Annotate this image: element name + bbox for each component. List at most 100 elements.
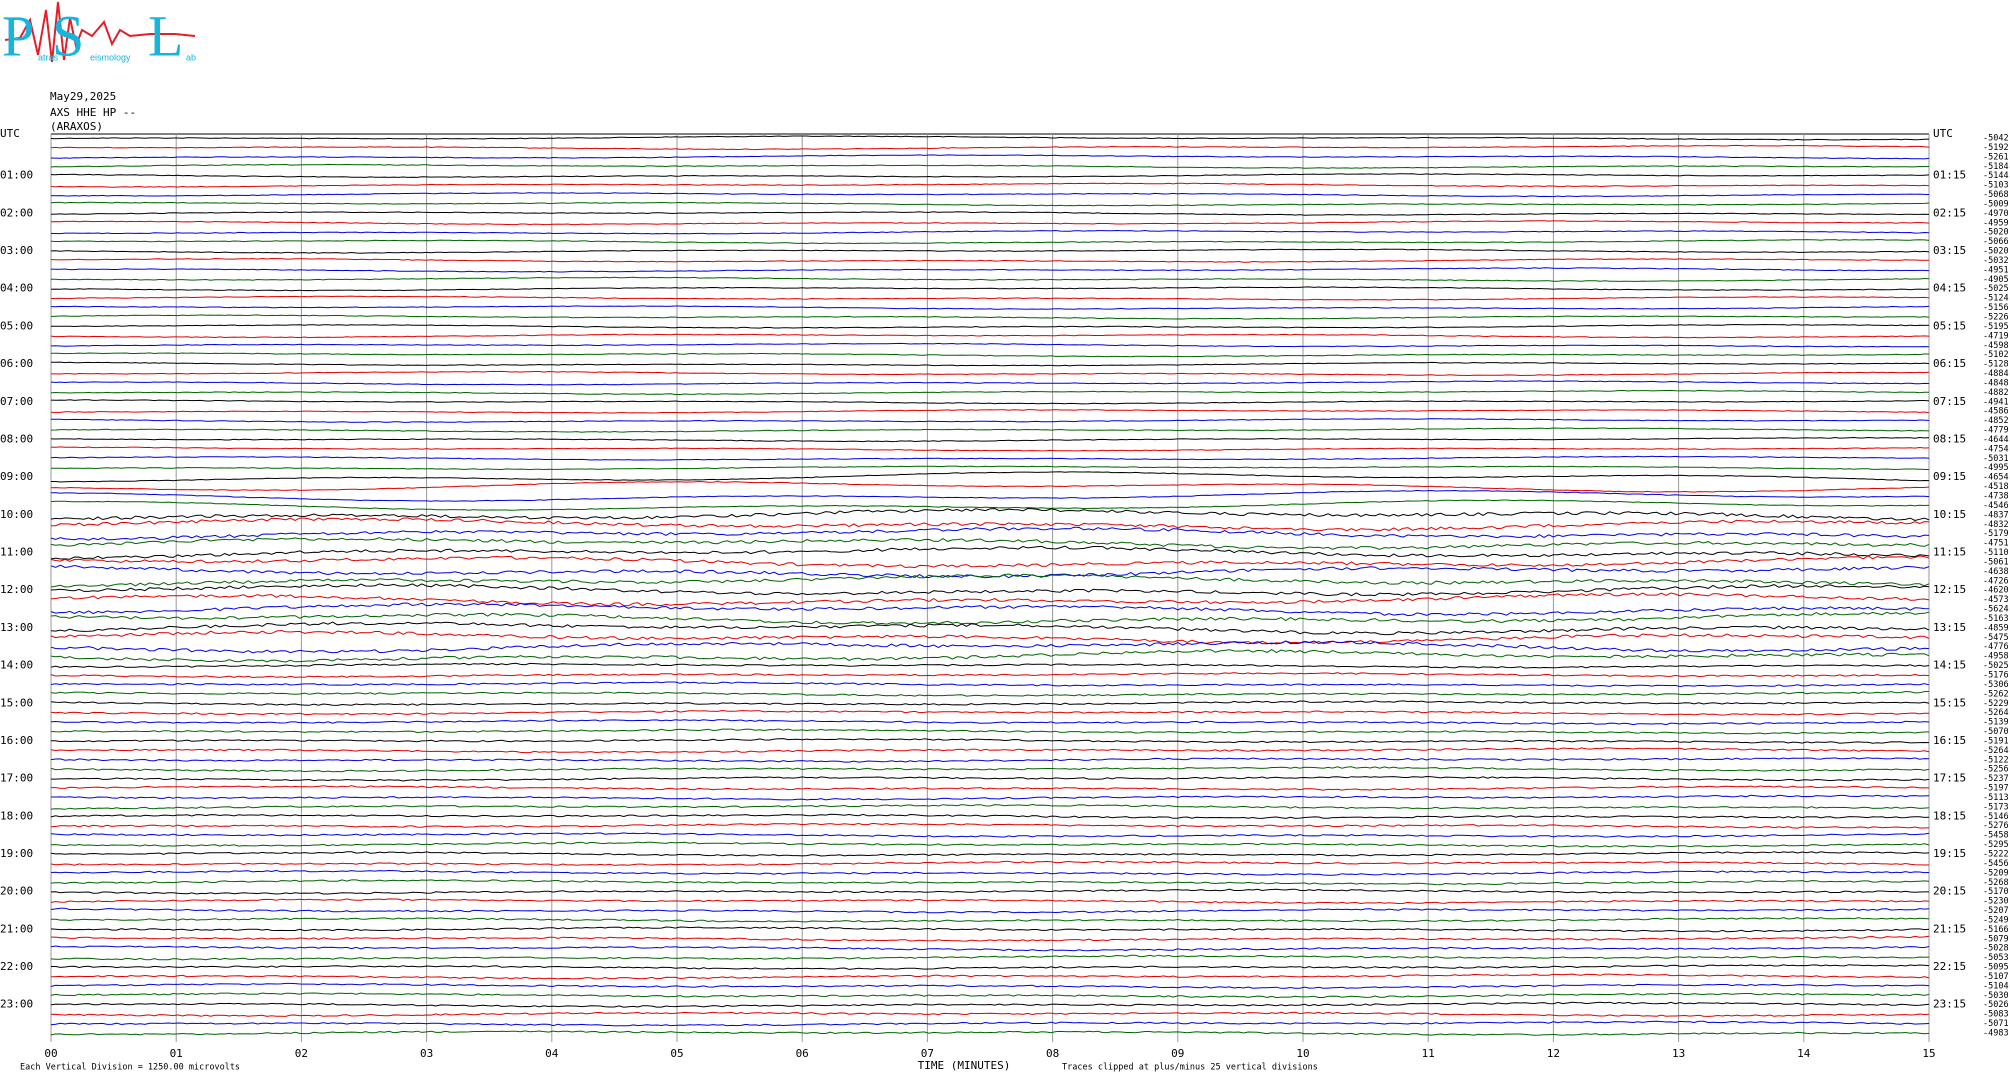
- trace: [50, 295, 1930, 301]
- right-time-label: 11:15: [1933, 546, 1966, 559]
- left-time-label: 17:00: [0, 772, 33, 785]
- trace-offset: -5030: [1983, 991, 2009, 1001]
- trace: [50, 662, 1930, 669]
- left-time-label: 19:00: [0, 847, 33, 860]
- trace-offset: -4852: [1983, 416, 2009, 426]
- trace-offset: -5207: [1983, 906, 2009, 916]
- trace-offset: -5264: [1983, 746, 2009, 756]
- left-time-label: 23:00: [0, 998, 33, 1011]
- trace: [50, 640, 1930, 654]
- left-time-label: 09:00: [0, 470, 33, 483]
- trace: [50, 201, 1930, 207]
- trace-offset: -5146: [1983, 812, 2009, 822]
- trace-offset: -5222: [1983, 850, 2009, 860]
- trace: [50, 1001, 1930, 1008]
- trace-offset: -4995: [1983, 463, 2009, 473]
- trace: [50, 314, 1930, 320]
- trace: [50, 537, 1930, 550]
- right-time-label: 04:15: [1933, 282, 1966, 295]
- date: May29,2025: [50, 90, 116, 103]
- trace-offset: -4905: [1983, 275, 2009, 285]
- trace-offset: -5026: [1983, 1000, 2009, 1010]
- right-time-label: 15:15: [1933, 696, 1966, 709]
- trace-offset: -5458: [1983, 831, 2009, 841]
- trace: [50, 851, 1930, 857]
- trace: [50, 954, 1930, 961]
- trace-offset: -5032: [1983, 256, 2009, 266]
- trace-offset: -4779: [1983, 426, 2009, 436]
- x-tick-label: 03: [420, 1047, 433, 1060]
- trace: [51, 935, 1930, 942]
- trace-offset: -4644: [1983, 435, 2009, 445]
- left-time-label: 12:00: [0, 583, 33, 596]
- trace: [50, 629, 1930, 645]
- trace: [50, 1030, 1930, 1036]
- left-time-label: 16:00: [0, 734, 33, 747]
- x-tick-label: 11: [1422, 1047, 1435, 1060]
- trace: [50, 499, 1930, 511]
- trace-offset: -5173: [1983, 802, 2009, 812]
- trace-offset: -5025: [1983, 661, 2009, 671]
- trace-offset: -4546: [1983, 501, 2009, 511]
- trace-offset: -5261: [1983, 152, 2009, 162]
- trace-offset: -4970: [1983, 209, 2009, 219]
- logo-squiggle: [4, 1, 196, 63]
- trace-offset: -5192: [1983, 143, 2009, 153]
- trace-offset: -5122: [1983, 755, 2009, 765]
- right-time-label: 01:15: [1933, 169, 1966, 182]
- trace: [50, 700, 1930, 706]
- trace: [50, 649, 1930, 663]
- right-time-label: 09:15: [1933, 470, 1966, 483]
- trace-offset: -5020: [1983, 247, 2009, 257]
- trace: [50, 555, 1930, 569]
- left-time-label: 15:00: [0, 696, 33, 709]
- trace-offset: -4719: [1983, 331, 2009, 341]
- x-tick-label: 08: [1046, 1047, 1059, 1060]
- trace: [51, 370, 1930, 377]
- trace-offset: -4958: [1983, 652, 2009, 662]
- trace: [50, 489, 1930, 502]
- trace-offset: -4951: [1983, 265, 2009, 275]
- trace: [50, 135, 1930, 141]
- trace: [50, 869, 1930, 876]
- trace-offset: -5104: [1983, 981, 2009, 991]
- trace-offset: -5456: [1983, 859, 2009, 869]
- trace-offset: -5107: [1983, 972, 2009, 982]
- trace-offset: -4859: [1983, 623, 2009, 633]
- location: (ARAXOS): [50, 120, 103, 133]
- right-time-label: 05:15: [1933, 319, 1966, 332]
- trace: [50, 455, 1930, 461]
- x-tick-label: 00: [44, 1047, 57, 1060]
- trace: [51, 794, 1930, 801]
- trace-offset: -4598: [1983, 341, 2009, 351]
- trace-offset: -5144: [1983, 171, 2009, 181]
- left-time-label: 10:00: [0, 508, 33, 521]
- trace-offset: -5071: [1983, 1019, 2009, 1029]
- trace-offset: -4884: [1983, 369, 2009, 379]
- trace: [50, 690, 1930, 697]
- trace: [50, 973, 1930, 980]
- trace-offset: -5042: [1983, 134, 2009, 144]
- station: AXS HHE HP --: [50, 106, 136, 119]
- trace-offset: -5256: [1983, 765, 2009, 775]
- x-tick-label: 07: [921, 1047, 934, 1060]
- trace-offset: -4654: [1983, 473, 2009, 483]
- right-time-label: 03:15: [1933, 244, 1966, 257]
- trace-offset: -5226: [1983, 313, 2009, 323]
- trace-offset: -4941: [1983, 397, 2009, 407]
- trace-offset: -5276: [1983, 821, 2009, 831]
- right-time-label: 02:15: [1933, 206, 1966, 219]
- left-time-label: 14:00: [0, 659, 33, 672]
- right-time-label: UTC: [1933, 127, 1953, 140]
- trace: [50, 545, 1930, 560]
- trace-offset: -5128: [1983, 360, 2009, 370]
- trace: [50, 738, 1930, 744]
- trace-offset: -4518: [1983, 482, 2009, 492]
- trace: [50, 154, 1930, 160]
- right-time-label: 19:15: [1933, 847, 1966, 860]
- trace-offset: -5475: [1983, 633, 2009, 643]
- trace-offset: -5124: [1983, 294, 2009, 304]
- trace-offset: -5184: [1983, 162, 2009, 172]
- trace-offset: -5020: [1983, 228, 2009, 238]
